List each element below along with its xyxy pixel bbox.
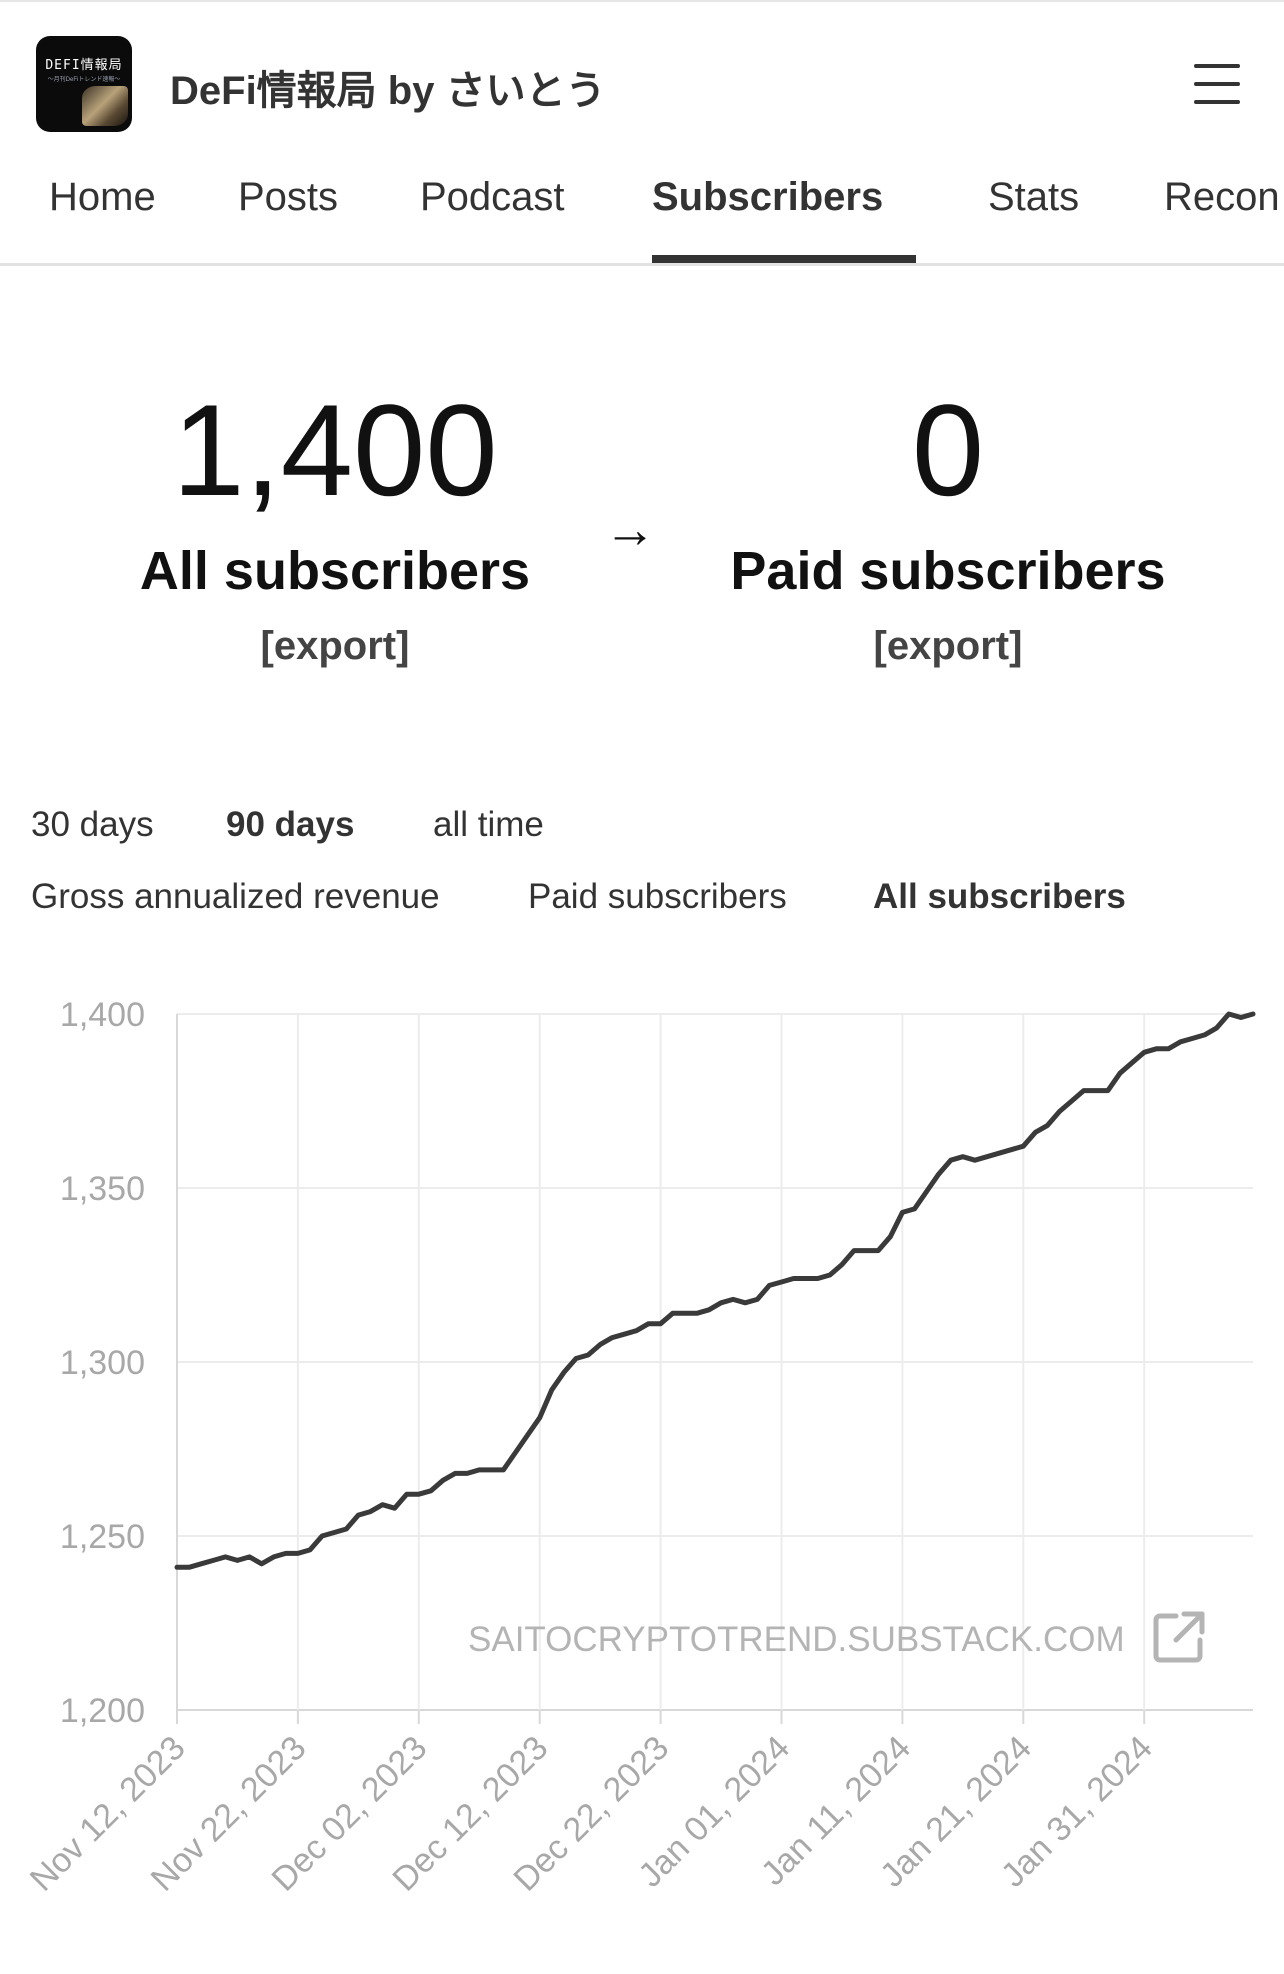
metric-all-subscribers[interactable]: All subscribers [873, 877, 1126, 916]
y-tick-label: 1,400 [60, 996, 145, 1034]
tab-recommendations[interactable]: Recon [1164, 175, 1280, 219]
tabs-divider [0, 263, 1284, 266]
publication-title[interactable]: DeFi情報局 by さいとう [170, 69, 606, 113]
tab-stats[interactable]: Stats [988, 175, 1080, 219]
tab-podcast[interactable]: Podcast [420, 175, 565, 219]
export-paid-subscribers-link[interactable]: [export] [873, 624, 1023, 668]
active-tab-indicator [652, 255, 916, 264]
arrow-right-icon: → [604, 501, 656, 559]
all-subscribers-label: All subscribers [139, 541, 531, 601]
tab-subscribers[interactable]: Subscribers [652, 175, 884, 219]
y-tick-label: 1,200 [60, 1692, 145, 1730]
range-all-time[interactable]: all time [433, 805, 544, 844]
substack-watermark-link[interactable]: SAITOCRYPTOTREND.SUBSTACK.COM [468, 1620, 1125, 1659]
metric-gross-annualized-revenue[interactable]: Gross annualized revenue [31, 877, 440, 916]
logo-text: DEFI情報局 [45, 58, 123, 73]
metric-paid-subscribers[interactable]: Paid subscribers [528, 877, 787, 916]
tab-home[interactable]: Home [49, 175, 156, 219]
hamburger-menu-icon[interactable] [1194, 64, 1240, 104]
y-tick-label: 1,300 [60, 1344, 145, 1382]
logo-subtext: ～月刊DeFiトレンド速報～ [47, 77, 121, 83]
paid-subscribers-count: 0 [911, 377, 985, 523]
range-90-days[interactable]: 90 days [226, 805, 355, 844]
paid-subscribers-label: Paid subscribers [730, 541, 1166, 601]
external-link-icon[interactable] [1150, 1608, 1208, 1666]
range-30-days[interactable]: 30 days [31, 805, 154, 844]
app-header: DEFI情報局 ～月刊DeFiトレンド速報～ DeFi情報局 by さいとう [0, 0, 1284, 150]
dashboard-tabs: Home Posts Podcast Subscribers Stats Rec… [0, 165, 1284, 265]
subscribers-series-line [174, 1011, 1256, 1570]
publication-logo[interactable]: DEFI情報局 ～月刊DeFiトレンド速報～ [36, 36, 132, 132]
top-border [0, 0, 1284, 2]
y-tick-label: 1,350 [60, 1170, 145, 1208]
y-tick-label: 1,250 [60, 1518, 145, 1556]
logo-art [82, 86, 128, 126]
export-all-subscribers-link[interactable]: [export] [260, 624, 410, 668]
all-subscribers-count: 1,400 [172, 377, 498, 523]
tab-posts[interactable]: Posts [238, 175, 339, 219]
